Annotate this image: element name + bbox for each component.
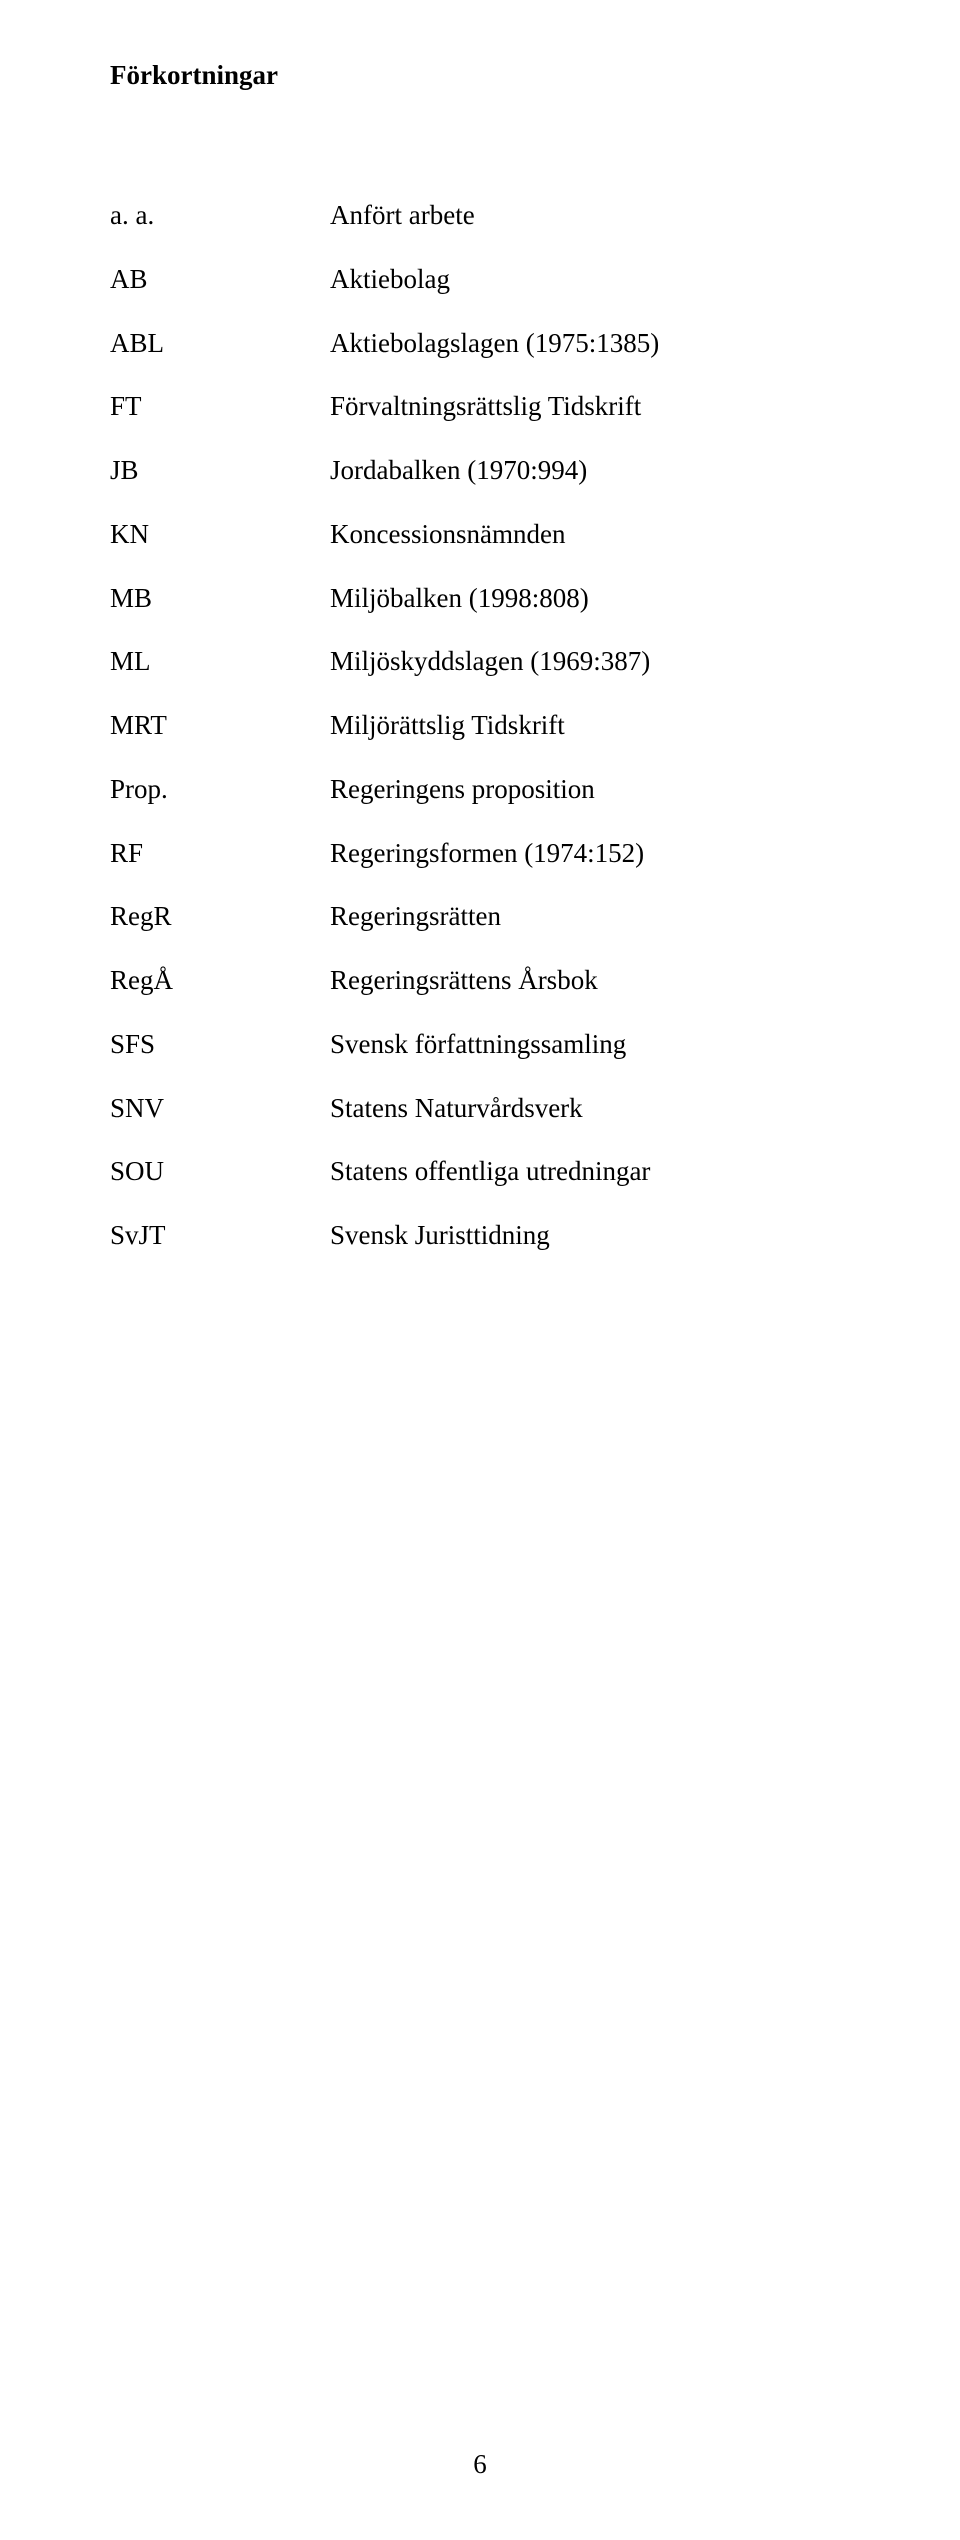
abbreviation-row: AB Aktiebolag (110, 263, 850, 297)
abbr-definition: Svensk författningssamling (330, 1028, 850, 1062)
abbr-term: JB (110, 454, 330, 488)
abbreviation-row: a. a. Anfört arbete (110, 199, 850, 233)
abbr-definition: Regeringsrätten (330, 900, 850, 934)
abbr-term: ABL (110, 327, 330, 361)
abbreviation-row: KN Koncessionsnämnden (110, 518, 850, 552)
abbreviation-row: RegÅ Regeringsrättens Årsbok (110, 964, 850, 998)
abbr-definition: Miljöskyddslagen (1969:387) (330, 645, 850, 679)
abbr-term: SvJT (110, 1219, 330, 1253)
abbr-definition: Miljörättslig Tidskrift (330, 709, 850, 743)
abbr-term: SOU (110, 1155, 330, 1189)
abbr-term: RegR (110, 900, 330, 934)
abbr-term: SNV (110, 1092, 330, 1126)
abbr-term: MRT (110, 709, 330, 743)
abbr-definition: Statens offentliga utredningar (330, 1155, 850, 1189)
page-title: Förkortningar (110, 60, 850, 91)
abbr-definition: Regeringsrättens Årsbok (330, 964, 850, 998)
abbr-term: RF (110, 837, 330, 871)
abbr-definition: Regeringens proposition (330, 773, 850, 807)
abbr-definition: Miljöbalken (1998:808) (330, 582, 850, 616)
abbreviation-row: SOU Statens offentliga utredningar (110, 1155, 850, 1189)
abbreviation-row: ABL Aktiebolagslagen (1975:1385) (110, 327, 850, 361)
abbreviation-row: RegR Regeringsrätten (110, 900, 850, 934)
abbr-term: SFS (110, 1028, 330, 1062)
abbreviation-row: FT Förvaltningsrättslig Tidskrift (110, 390, 850, 424)
abbr-definition: Aktiebolag (330, 263, 850, 297)
abbr-definition: Anfört arbete (330, 199, 850, 233)
abbr-definition: Statens Naturvårdsverk (330, 1092, 850, 1126)
abbr-term: a. a. (110, 199, 330, 233)
page-number: 6 (0, 2449, 960, 2480)
abbreviation-row: MRT Miljörättslig Tidskrift (110, 709, 850, 743)
abbr-definition: Regeringsformen (1974:152) (330, 837, 850, 871)
abbr-definition: Förvaltningsrättslig Tidskrift (330, 390, 850, 424)
abbreviation-list: a. a. Anfört arbete AB Aktiebolag ABL Ak… (110, 199, 850, 1253)
abbreviation-row: MB Miljöbalken (1998:808) (110, 582, 850, 616)
abbreviation-row: Prop. Regeringens proposition (110, 773, 850, 807)
abbr-definition: Jordabalken (1970:994) (330, 454, 850, 488)
abbreviation-row: RF Regeringsformen (1974:152) (110, 837, 850, 871)
abbreviation-row: SFS Svensk författningssamling (110, 1028, 850, 1062)
abbr-definition: Koncessionsnämnden (330, 518, 850, 552)
abbr-term: FT (110, 390, 330, 424)
abbr-term: ML (110, 645, 330, 679)
abbr-definition: Aktiebolagslagen (1975:1385) (330, 327, 850, 361)
abbr-definition: Svensk Juristtidning (330, 1219, 850, 1253)
abbreviation-row: ML Miljöskyddslagen (1969:387) (110, 645, 850, 679)
abbr-term: RegÅ (110, 964, 330, 998)
abbreviation-row: SNV Statens Naturvårdsverk (110, 1092, 850, 1126)
abbr-term: MB (110, 582, 330, 616)
abbr-term: KN (110, 518, 330, 552)
abbreviation-row: JB Jordabalken (1970:994) (110, 454, 850, 488)
document-page: Förkortningar a. a. Anfört arbete AB Akt… (0, 0, 960, 2540)
abbreviation-row: SvJT Svensk Juristtidning (110, 1219, 850, 1253)
abbr-term: Prop. (110, 773, 330, 807)
abbr-term: AB (110, 263, 330, 297)
